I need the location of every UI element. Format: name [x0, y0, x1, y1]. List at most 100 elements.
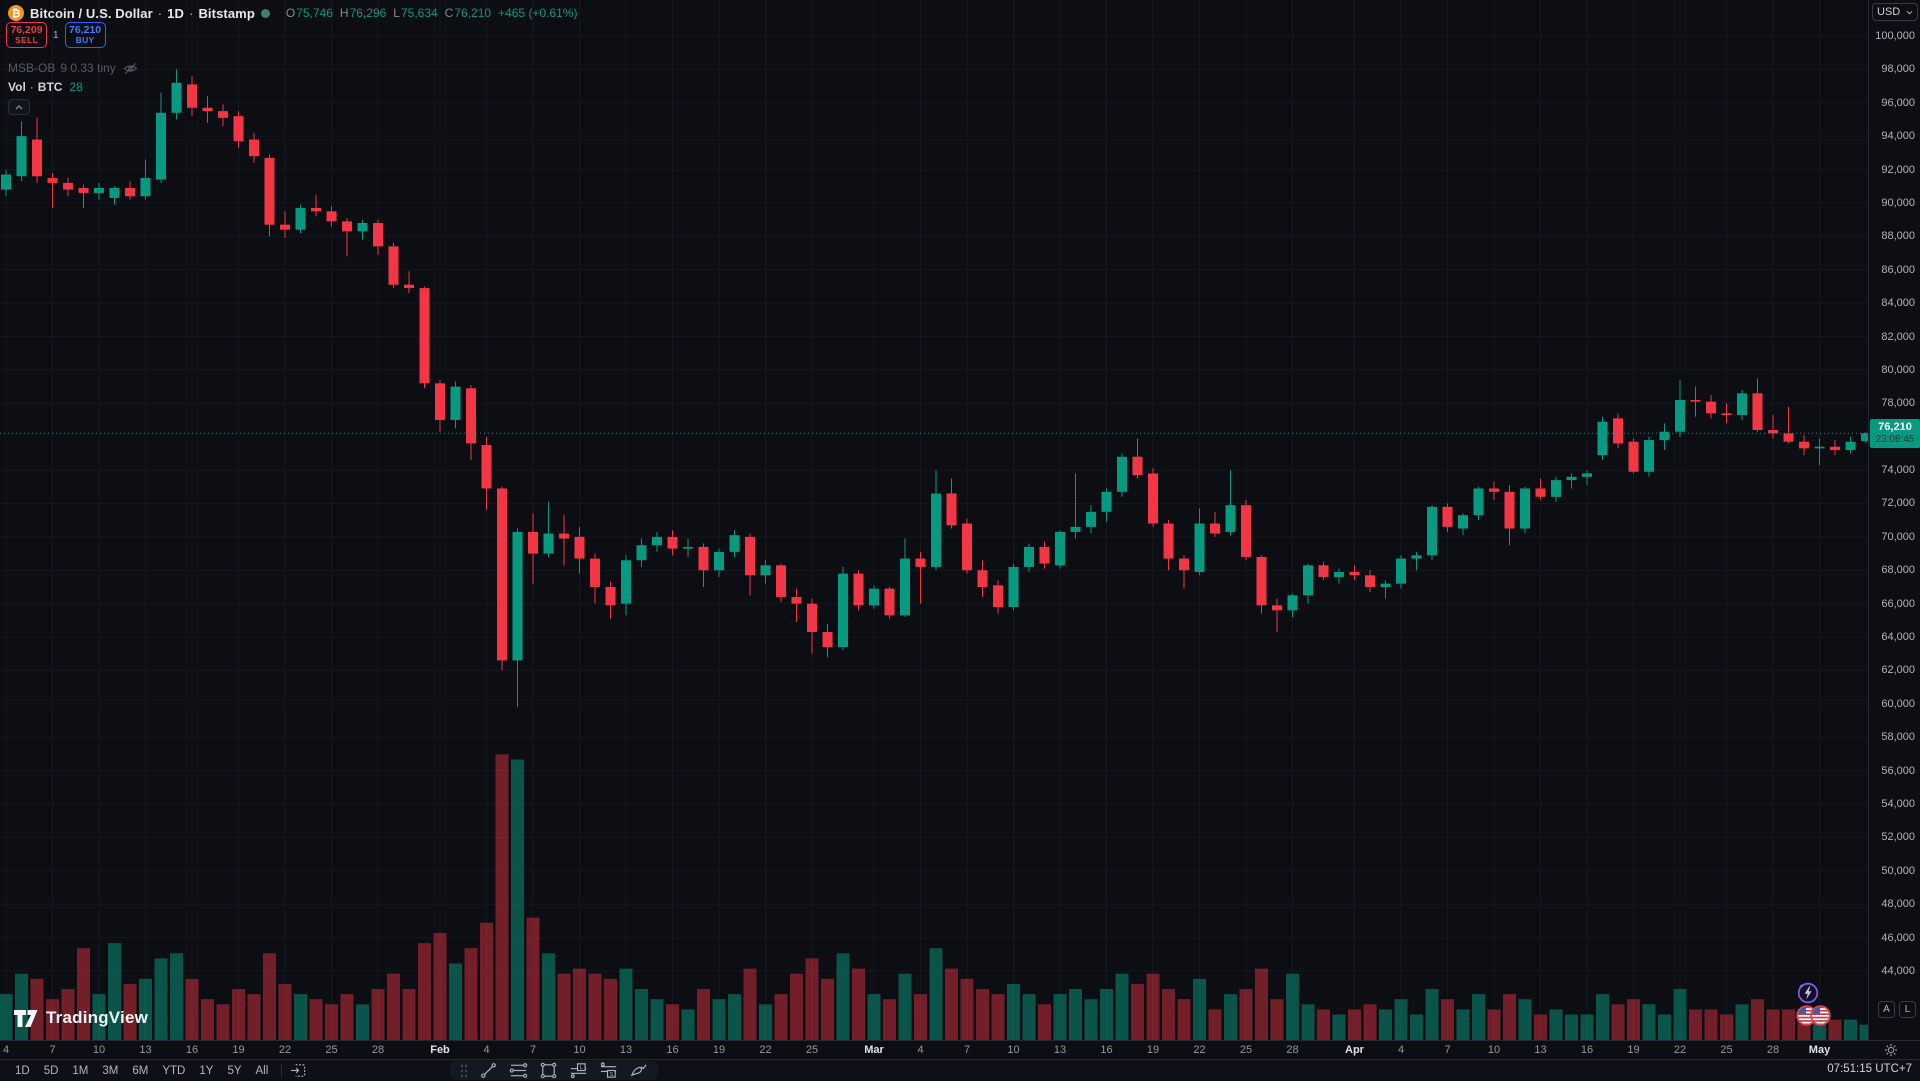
candle [1365, 575, 1375, 587]
candle [1659, 431, 1670, 441]
volume-bar [914, 994, 927, 1040]
volume-bar [1844, 1019, 1857, 1040]
volume-bar [1177, 999, 1191, 1040]
candle [1117, 456, 1127, 492]
volume-bar [1782, 1009, 1795, 1040]
horizontal-lines-icon[interactable] [509, 1061, 528, 1080]
brush-icon[interactable] [629, 1061, 648, 1080]
volume-bar [1689, 1009, 1702, 1040]
volume-bar [61, 989, 75, 1040]
economic-event-flags[interactable] [1796, 1005, 1831, 1026]
rectangle-icon[interactable] [539, 1061, 558, 1080]
volume-bar [309, 999, 323, 1040]
volume-bar [263, 953, 276, 1040]
sell-button[interactable]: 76,209 SELL [6, 22, 47, 48]
candle [1613, 418, 1623, 444]
volume-bar [1084, 999, 1098, 1040]
title-separator: · [157, 5, 163, 21]
range-button-1D[interactable]: 1D [15, 1064, 30, 1077]
volume-bar [650, 999, 664, 1040]
log-scale-button[interactable]: L [1899, 1001, 1916, 1018]
axis-settings-gear-icon[interactable] [1884, 1043, 1898, 1062]
volume-bar [867, 994, 881, 1040]
tradingview-watermark: TradingView [14, 1008, 148, 1028]
high-value: 76,296 [349, 6, 387, 20]
short-position-icon[interactable]: S [599, 1061, 618, 1080]
candle [1396, 558, 1406, 584]
candle [156, 112, 166, 180]
candle [1535, 488, 1546, 497]
change-value: +465 (+0.61%) [498, 6, 578, 20]
candle [946, 493, 957, 526]
volume-value: 28 [69, 80, 83, 94]
clock-timezone[interactable]: 07:51:15 UTC+7 [1827, 1063, 1912, 1075]
long-position-icon[interactable]: L [569, 1061, 588, 1080]
lightning-events-icon[interactable] [1797, 982, 1819, 1009]
range-button-YTD[interactable]: YTD [162, 1064, 186, 1077]
time-axis-label: 10 [1487, 1044, 1501, 1056]
range-button-5D[interactable]: 5D [43, 1064, 59, 1077]
candle [32, 139, 42, 177]
range-button-1M[interactable]: 1M [72, 1064, 89, 1077]
candle [1318, 565, 1329, 577]
volume-bar [666, 1004, 679, 1040]
candle [884, 588, 895, 616]
current-price: 76,210 [1878, 421, 1912, 434]
volume-bar [77, 948, 90, 1040]
currency-selector-button[interactable]: USD [1872, 3, 1918, 21]
candle [1349, 571, 1360, 576]
candle [1814, 446, 1825, 449]
candle [1163, 523, 1174, 559]
candle [683, 546, 693, 549]
range-button-3M[interactable]: 3M [102, 1064, 119, 1077]
volume-bar [325, 1004, 338, 1040]
volume-bar [185, 978, 199, 1040]
time-axis-label: 16 [185, 1044, 199, 1056]
interval-label[interactable]: 1D [167, 5, 184, 21]
volume-bar [1549, 1009, 1563, 1040]
candle [47, 177, 58, 183]
candle [1008, 566, 1019, 608]
buy-button[interactable]: 76,210 BUY [64, 22, 106, 48]
candle [1241, 505, 1251, 557]
range-button-All[interactable]: All [255, 1064, 269, 1077]
price-axis-label: 60,000 [1881, 697, 1915, 710]
drag-handle[interactable] [460, 1064, 468, 1078]
range-button-5Y[interactable]: 5Y [227, 1064, 242, 1077]
volume-bar [976, 989, 989, 1040]
indicator-legend[interactable]: MSB-OB 9 0.33 tiny [8, 61, 138, 75]
eye-hidden-icon[interactable] [123, 62, 138, 75]
trend-line-icon[interactable] [479, 1061, 498, 1080]
price-axis-label: 94,000 [1881, 130, 1915, 143]
time-axis-label: 22 [759, 1044, 772, 1056]
candlestick-chart-canvas[interactable] [0, 0, 1868, 1040]
candle [435, 383, 445, 421]
go-to-date-icon[interactable] [290, 1062, 307, 1079]
auto-scale-button[interactable]: A [1878, 1001, 1895, 1018]
time-axis-label: 22 [1193, 1044, 1206, 1056]
volume-bar [495, 754, 509, 1040]
candle [233, 116, 244, 142]
symbol-name[interactable]: Bitcoin / U.S. Dollar [30, 5, 153, 21]
volume-bar [991, 994, 1005, 1040]
range-button-1Y[interactable]: 1Y [199, 1064, 214, 1077]
volume-bar [1162, 989, 1175, 1040]
candle [760, 565, 771, 576]
volume-bar [1673, 989, 1687, 1040]
candle [1194, 523, 1205, 572]
range-button-6M[interactable]: 6M [132, 1064, 149, 1077]
candle [1566, 476, 1577, 481]
volume-legend[interactable]: Vol · BTC 28 [8, 80, 83, 94]
volume-bar [1146, 973, 1160, 1040]
time-axis[interactable]: 4 7 10 13 16 19 22 25 28 Feb 4 7 10 13 16 19 22 25 Mar 4 7 10… [0, 1040, 1920, 1059]
price-axis-label: 92,000 [1881, 163, 1915, 176]
volume-bar [1286, 973, 1299, 1040]
exchange-label[interactable]: Bitstamp [198, 5, 255, 21]
volume-bar [511, 759, 524, 1040]
title-separator: · [189, 5, 194, 21]
candle [574, 536, 585, 559]
candle [1752, 393, 1763, 431]
collapse-panel-button[interactable] [8, 99, 30, 115]
price-axis[interactable]: USD 76,210 23:08:45 A L 100,000 98,000 96,… [1868, 0, 1920, 1040]
volume-bar [728, 994, 741, 1040]
